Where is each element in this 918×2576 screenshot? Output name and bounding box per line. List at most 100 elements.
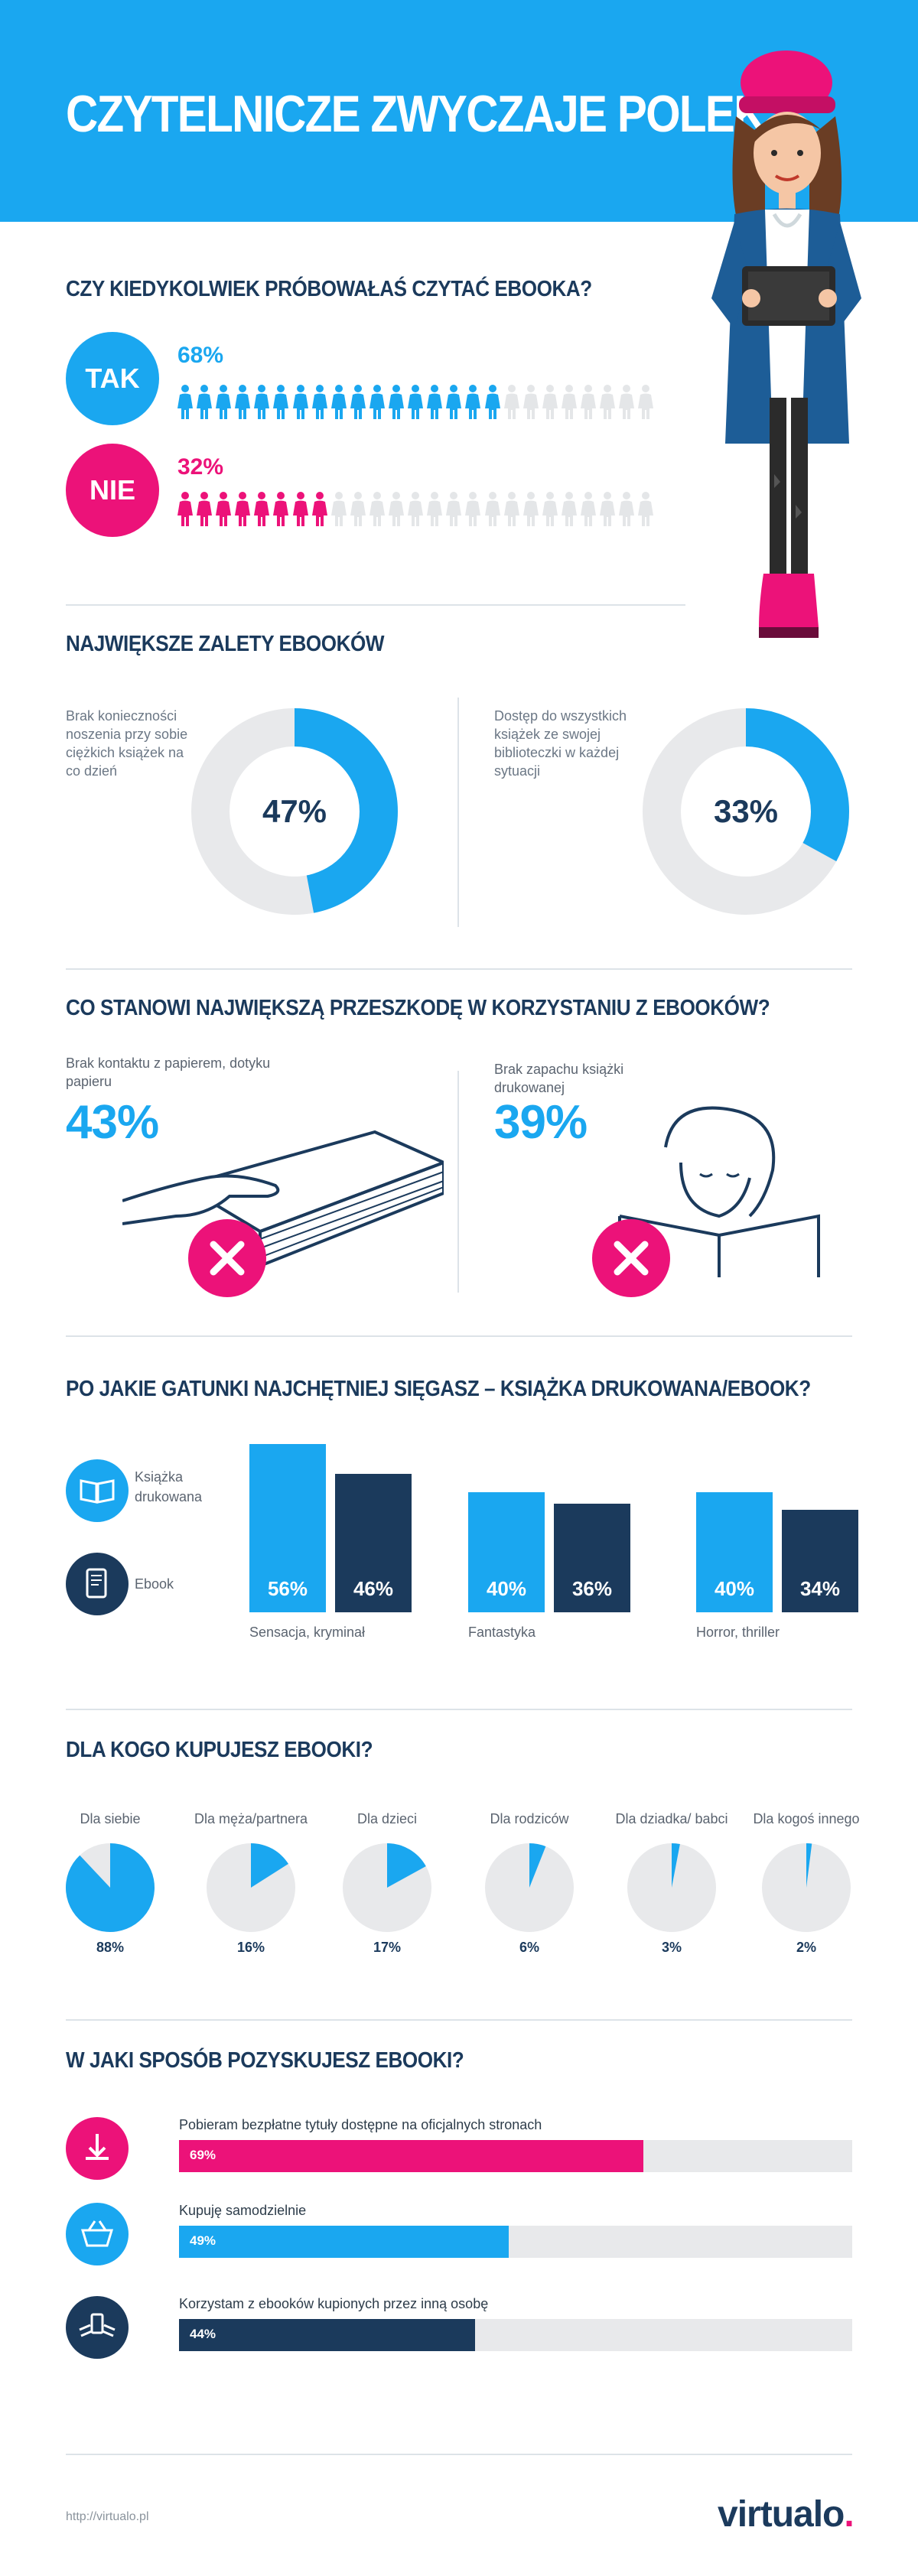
genre-category-label: Horror, thriller (696, 1625, 780, 1640)
pie-slice (387, 1843, 426, 1888)
acquisition-label: Korzystam z ebooków kupionych przez inną… (179, 2296, 489, 2311)
person-icon (369, 385, 385, 419)
advantage-2-value: 33% (714, 793, 778, 829)
person-icon (330, 492, 347, 526)
person-icon (177, 385, 193, 419)
pie-slice (672, 1843, 680, 1888)
logo-dot: . (844, 2494, 854, 2535)
divider (66, 1709, 852, 1710)
pie-value: 16% (236, 1940, 265, 1955)
acquisition-bar-track: 69% (179, 2140, 852, 2172)
advantage-1-donut: 47% (191, 708, 398, 915)
person-icon (561, 385, 577, 419)
legend-ebook-label: Ebook (135, 1576, 174, 1592)
pie-caption: Dla męża/partnera (194, 1811, 308, 1826)
divider (66, 604, 685, 606)
pie-caption: Dla dzieci (356, 1811, 418, 1826)
person-icon (638, 385, 654, 419)
pie-chart (485, 1843, 574, 1932)
acquisition-bar-value: 69% (190, 2148, 216, 2162)
advantage-2-label: Dostęp do wszystkich książek ze swojej b… (494, 708, 627, 779)
acquisition-bar-track: 44% (179, 2319, 852, 2351)
footer-url[interactable]: http://virtualo.pl (66, 2510, 149, 2523)
pie-slice (251, 1843, 288, 1888)
basket-icon (80, 2220, 114, 2247)
pie-value: 6% (519, 1940, 539, 1955)
divider (66, 2019, 852, 2021)
person-icon (619, 385, 635, 419)
genre-bar-printed: 40% (696, 1491, 773, 1612)
person-icon (522, 492, 539, 526)
acquisition-icon-badge (66, 2117, 129, 2180)
recipients-title: DLA KOGO KUPUJESZ EBOOKI? (66, 1738, 373, 1762)
pie-chart (627, 1843, 716, 1932)
pie-value: 88% (96, 1940, 125, 1955)
person-icon (273, 492, 289, 526)
pie-caption: Dla kogoś innego (753, 1811, 860, 1826)
person-icon (216, 385, 232, 419)
pie-caption: Dla siebie (80, 1811, 141, 1826)
person-icon (330, 385, 347, 419)
pie-chart (343, 1843, 431, 1932)
q1-title: CZY KIEDYKOLWIEK PRÓBOWAŁAŚ CZYTAĆ EBOOK… (66, 277, 592, 301)
bar-value-label: 46% (353, 1576, 394, 1600)
person-icon (542, 385, 558, 419)
obstacle-2-value: 39% (494, 1096, 588, 1149)
advantages-title: NAJWIĘKSZE ZALETY EBOOKÓW (66, 632, 385, 656)
genre-bar-printed: 40% (468, 1491, 545, 1612)
no-percent: 32% (177, 454, 224, 480)
donut-value-arc (643, 708, 849, 915)
person-icon (235, 492, 251, 526)
acquisition-icon-badge (66, 2296, 129, 2359)
person-icon (600, 385, 616, 419)
pie-chart (762, 1843, 851, 1932)
open-book-icon (80, 1479, 115, 1504)
person-icon (484, 492, 500, 526)
pie-value: 17% (373, 1940, 402, 1955)
divider (66, 2454, 852, 2455)
no-label: NIE (89, 474, 135, 506)
person-icon (503, 492, 519, 526)
person-icon (427, 385, 443, 419)
obstacle-1-cross-badge (188, 1219, 266, 1297)
person-icon (600, 492, 616, 526)
genre-bar-printed: 56% (249, 1443, 326, 1612)
obstacle-2-label: Brak zapachu książki drukowanej (494, 1062, 624, 1095)
person-icon (619, 492, 635, 526)
person-icon (177, 492, 193, 526)
pie-slice (65, 1843, 155, 1932)
acquisition-bar-fill: 44% (179, 2319, 476, 2351)
person-icon (350, 492, 366, 526)
divider (66, 968, 852, 970)
person-icon (503, 385, 519, 419)
pie-value: 3% (661, 1940, 682, 1955)
close-icon (614, 1241, 649, 1276)
advantage-1-value: 47% (262, 793, 327, 829)
yes-percent: 68% (177, 343, 224, 368)
person-icon (389, 492, 405, 526)
acquisition-bar-track: 49% (179, 2226, 852, 2258)
pie-value: 2% (796, 1940, 816, 1955)
bar-value-label: 34% (799, 1576, 841, 1600)
pie-chart (65, 1843, 155, 1932)
advantage-1-label: Brak konieczności noszenia przy sobie ci… (66, 708, 188, 779)
person-icon (465, 492, 481, 526)
yes-circle: TAK (66, 332, 159, 425)
legend-printed-book (66, 1459, 129, 1522)
person-icon (580, 492, 596, 526)
person-icon (369, 492, 385, 526)
acquisition-icon-badge (66, 2203, 129, 2265)
person-icon (446, 492, 462, 526)
acquisition-bar-fill: 49% (179, 2226, 509, 2258)
obstacle-2-cross-badge (592, 1219, 670, 1297)
person-icon (273, 385, 289, 419)
acquisition-label: Kupuję samodzielnie (179, 2203, 307, 2218)
acquisition-label: Pobieram bezpłatne tytuły dostępne na of… (179, 2117, 542, 2132)
person-icon (197, 492, 213, 526)
person-icon (484, 385, 500, 419)
legend-ebook (66, 1553, 129, 1615)
person-icon (408, 385, 424, 419)
bar-value-label: 56% (267, 1576, 308, 1600)
no-people-icons (177, 491, 654, 528)
page-title: CZYTELNICZE ZWYCZAJE POLEK. (66, 85, 777, 143)
